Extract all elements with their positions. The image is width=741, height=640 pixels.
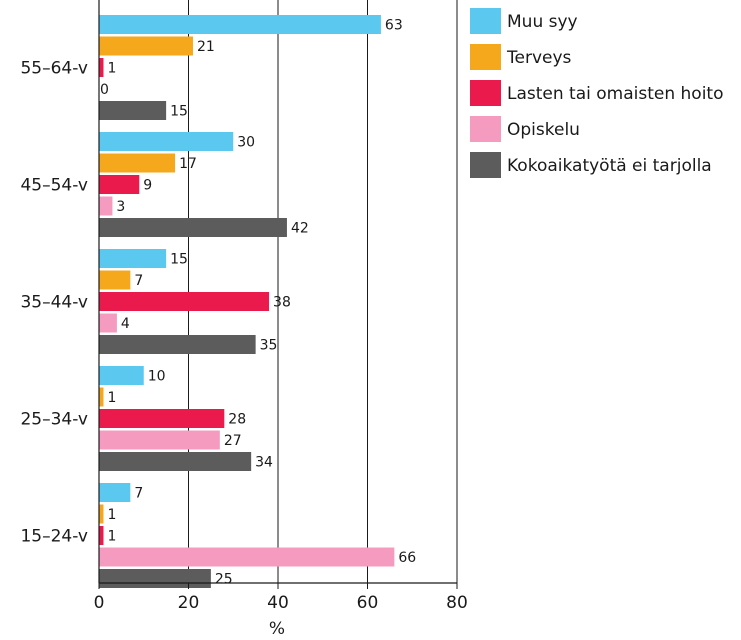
value-label-2-0: 15 <box>170 252 188 268</box>
bar-2-3 <box>99 313 117 333</box>
bar-0-4 <box>99 101 167 120</box>
category-label-1: 45–54-v <box>20 176 88 196</box>
bar-1-0 <box>99 132 234 151</box>
category-label-4: 15–24-v <box>20 527 88 547</box>
value-label-2-4: 35 <box>260 338 278 354</box>
x-tick-label-20: 20 <box>178 593 200 613</box>
bar-3-1 <box>99 387 104 407</box>
value-label-0-0: 63 <box>385 18 403 34</box>
value-label-4-2: 1 <box>107 529 116 545</box>
bar-4-4 <box>99 569 211 588</box>
legend-swatch-3 <box>470 116 501 142</box>
grid-lines <box>188 0 458 583</box>
bar-4-3 <box>99 547 395 567</box>
bar-2-1 <box>99 270 131 290</box>
legend-swatch-0 <box>470 8 501 34</box>
x-tick-label-0: 0 <box>94 593 105 613</box>
category-label-0: 55–64-v <box>20 59 88 79</box>
bar-2-2 <box>99 292 270 311</box>
bar-0-1 <box>99 36 193 56</box>
legend: Muu syy Terveys Lasten tai omaisten hoito O… <box>470 8 723 178</box>
legend-label-4: Kokoaikatyötä ei tarjolla <box>507 156 712 176</box>
axes <box>98 0 458 589</box>
value-label-2-1: 7 <box>134 273 143 289</box>
bar-3-0 <box>99 366 144 385</box>
value-label-1-3: 3 <box>116 199 125 215</box>
value-label-0-1: 21 <box>197 39 215 55</box>
x-tick-label-40: 40 <box>267 593 289 613</box>
value-label-4-4: 25 <box>215 572 233 588</box>
legend-label-3: Opiskelu <box>507 120 580 140</box>
legend-label-2: Lasten tai omaisten hoito <box>507 84 723 104</box>
value-label-1-1: 17 <box>179 156 197 172</box>
legend-swatch-4 <box>470 152 501 178</box>
legend-swatch-1 <box>470 44 501 70</box>
bar-3-3 <box>99 430 220 450</box>
x-axis-title: % <box>269 619 285 639</box>
value-label-3-1: 1 <box>107 390 116 406</box>
bar-3-2 <box>99 409 225 428</box>
bar-1-1 <box>99 153 176 173</box>
bar-1-4 <box>99 218 287 237</box>
bar-1-3 <box>99 196 113 216</box>
value-label-3-2: 28 <box>228 412 246 428</box>
value-label-3-4: 34 <box>255 455 273 471</box>
bar-2-4 <box>99 335 256 354</box>
bars <box>99 15 395 588</box>
bar-1-2 <box>99 175 140 194</box>
x-tick-label-80: 80 <box>446 593 468 613</box>
value-label-1-0: 30 <box>237 135 255 151</box>
x-tick-label-60: 60 <box>357 593 379 613</box>
bar-4-1 <box>99 504 104 524</box>
value-label-4-3: 66 <box>398 550 416 566</box>
value-label-2-3: 4 <box>121 316 130 332</box>
labels: 0 20 40 60 8055–64-v6321101545–54-v301793423… <box>20 18 467 614</box>
bar-4-2 <box>99 526 104 545</box>
legend-label-1: Terveys <box>506 48 572 68</box>
value-label-4-1: 1 <box>107 507 116 523</box>
value-label-2-2: 38 <box>273 295 291 311</box>
bar-0-0 <box>99 15 381 34</box>
legend-swatch-2 <box>470 80 501 106</box>
value-label-3-0: 10 <box>148 369 166 385</box>
value-label-0-4: 15 <box>170 104 188 120</box>
value-label-0-2: 1 <box>107 61 116 77</box>
value-label-1-2: 9 <box>143 178 152 194</box>
bar-0-2 <box>99 58 104 77</box>
value-label-0-3: 0 <box>100 82 109 98</box>
value-label-4-0: 7 <box>134 486 143 502</box>
legend-label-0: Muu syy <box>507 12 578 32</box>
value-label-3-3: 27 <box>224 433 242 449</box>
category-label-3: 25–34-v <box>20 410 88 430</box>
bar-2-0 <box>99 249 167 268</box>
bar-3-4 <box>99 452 252 471</box>
category-label-2: 35–44-v <box>20 293 88 313</box>
bar-4-0 <box>99 483 131 502</box>
value-label-1-4: 42 <box>291 221 309 237</box>
